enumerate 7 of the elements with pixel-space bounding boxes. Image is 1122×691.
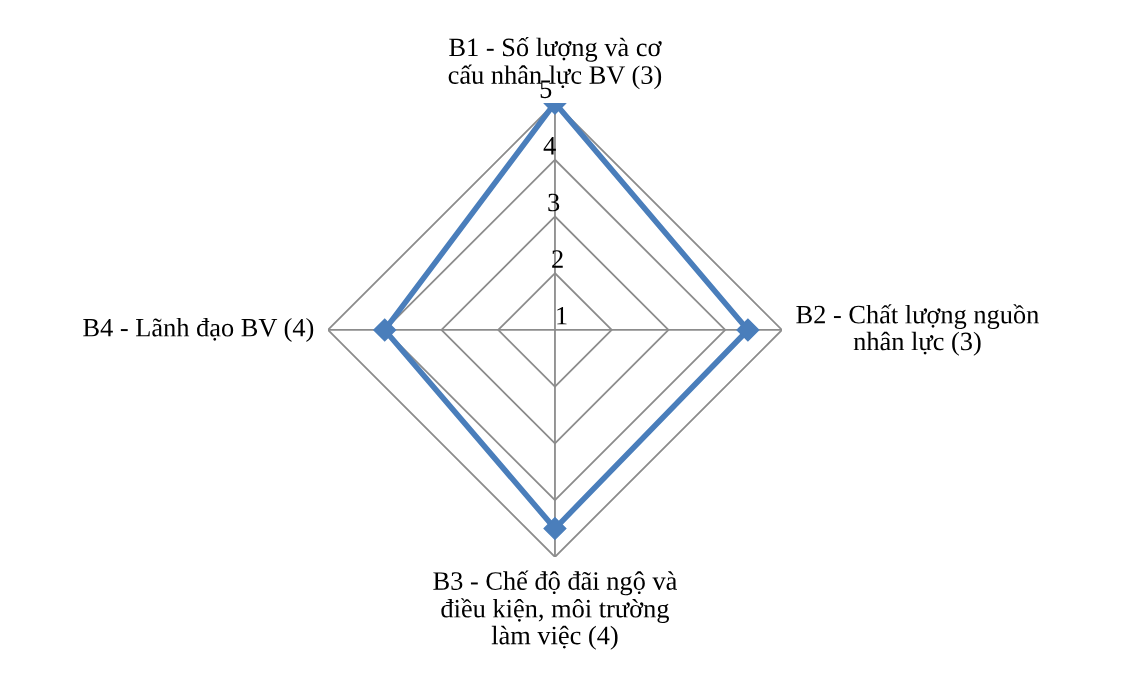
y-tick-label: 4 (543, 137, 556, 155)
y-tick-label: 1 (557, 306, 567, 325)
spoke-label: B4 - Lãnh đạo BV (4) (83, 317, 314, 342)
y-tick-label: 2 (552, 250, 563, 268)
spoke-label: B2 - Chất lượng nguồn nhân lực (3) (796, 304, 1039, 356)
y-tick-label: 3 (548, 193, 560, 212)
spoke-label: B3 - Chế độ đãi ngộ và điều kiện, môi trường làm việc (4) (433, 570, 677, 650)
